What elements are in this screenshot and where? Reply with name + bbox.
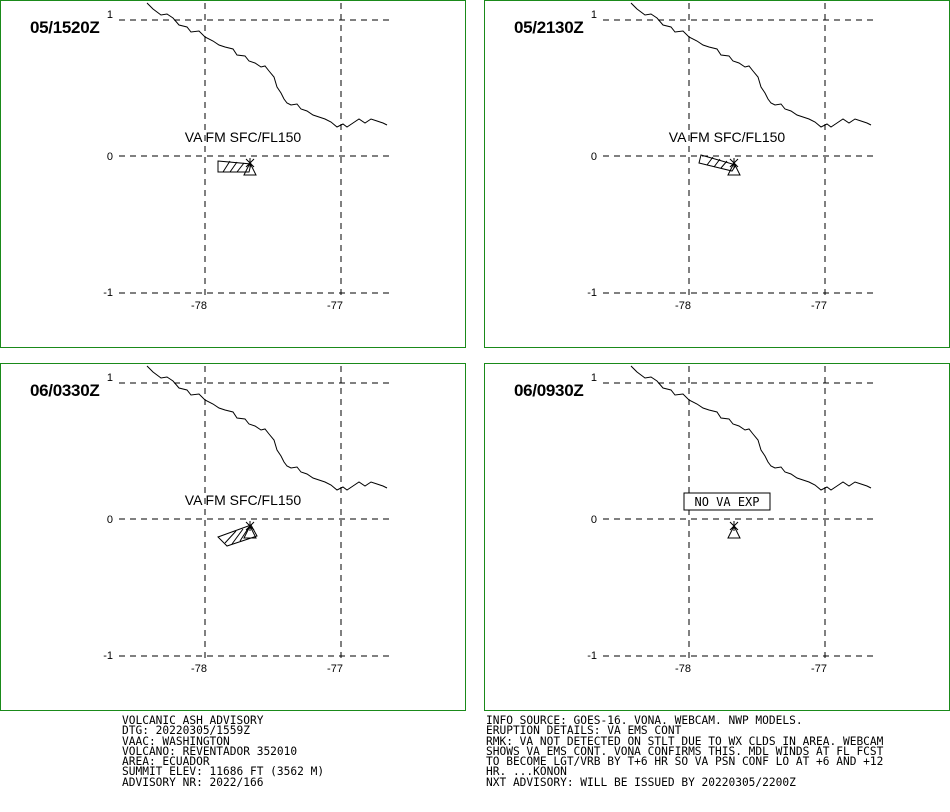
advisory-line: AREA: ECUADOR — [122, 755, 210, 769]
status-box-label: NO VA EXP — [694, 495, 759, 509]
advisory-line: RMK: VA NOT DETECTED ON STLT DUE TO WX C… — [486, 734, 884, 748]
longitude-label: -78 — [675, 663, 691, 675]
latitude-label: 0 — [107, 514, 113, 526]
longitude-label: -77 — [327, 663, 343, 675]
advisory-remarks-text: INFO SOURCE: GOES-16. VONA. WEBCAM. NWP … — [486, 714, 884, 789]
advisory-line: SUMMIT ELEV: 11686 FT (3562 M) — [122, 765, 325, 779]
ash-altitude-label: VA FM SFC/FL150 — [185, 129, 302, 145]
coastline — [146, 2, 388, 128]
advisory-line: ERUPTION DETAILS: VA EMS CONT — [486, 724, 682, 738]
coastline — [630, 365, 872, 491]
forecast-panel-4: 1 0 -1 -78 -77 NO VA EXP 06/0930Z — [484, 363, 950, 711]
advisory-line: VOLCANO: REVENTADOR 352010 — [122, 744, 298, 758]
latitude-label: 1 — [591, 372, 597, 384]
forecast-panel-2: 1 0 -1 -78 -77 VA FM SFC/FL150 05/2130Z — [484, 0, 950, 348]
volcano-icon — [727, 521, 741, 539]
advisory-line: HR. ...KONON — [486, 765, 567, 779]
status-box: NO VA EXP — [683, 492, 771, 511]
latitude-label: 1 — [107, 9, 113, 21]
coastline — [146, 365, 388, 491]
graticule — [119, 366, 389, 660]
advisory-line: ADVISORY NR: 2022/166 — [122, 775, 264, 789]
ash-cloud-polygon — [217, 524, 258, 547]
forecast-time-label: 05/2130Z — [514, 18, 584, 37]
volcano-icon — [727, 158, 741, 176]
latitude-label: -1 — [587, 650, 597, 662]
map-canvas: 1 0 -1 -78 -77 VA FM SFC/FL150 — [587, 2, 873, 312]
latitude-label: -1 — [587, 287, 597, 299]
latitude-label: 0 — [591, 151, 597, 163]
latitude-label: -1 — [103, 287, 113, 299]
latitude-label: 0 — [591, 514, 597, 526]
latitude-label: 1 — [107, 372, 113, 384]
coastline — [630, 2, 872, 128]
longitude-label: -78 — [675, 300, 691, 312]
advisory-line: INFO SOURCE: GOES-16. VONA. WEBCAM. NWP … — [486, 714, 803, 727]
longitude-label: -77 — [811, 300, 827, 312]
ash-cloud-polygon — [217, 160, 252, 173]
longitude-label: -77 — [811, 663, 827, 675]
forecast-time-label: 06/0930Z — [514, 381, 584, 400]
ash-cloud-polygon — [698, 154, 737, 172]
forecast-time-label: 05/1520Z — [30, 18, 100, 37]
forecast-panel-3: 1 0 -1 -78 -77 VA FM SFC/FL150 06/0330Z — [0, 363, 466, 711]
forecast-time-label: 06/0330Z — [30, 381, 100, 400]
graticule — [603, 3, 873, 297]
latitude-label: 0 — [107, 151, 113, 163]
advisory-header-text: VOLCANIC ASH ADVISORY DTG: 20220305/1559Z… — [122, 714, 325, 789]
forecast-panel-1: 1 0 -1 -78 -77 VA FM SFC/FL150 05/1520Z — [0, 0, 466, 348]
ash-altitude-label: VA FM SFC/FL150 — [669, 129, 786, 145]
graticule — [603, 366, 873, 660]
advisory-line: TO BECOME LGT/VRB BY T+6 HR SO VA PSN CO… — [486, 755, 884, 769]
advisory-line: SHOWS VA EMS CONT. VONA CONFIRMS THIS. M… — [486, 744, 884, 758]
advisory-line: VAAC: WASHINGTON — [122, 734, 230, 748]
ash-altitude-label: VA FM SFC/FL150 — [185, 492, 302, 508]
map-canvas: 1 0 -1 -78 -77 VA FM SFC/FL150 — [103, 2, 389, 312]
advisory-line: NXT ADVISORY: WILL BE ISSUED BY 20220305… — [486, 775, 796, 789]
advisory-line: VOLCANIC ASH ADVISORY — [122, 714, 264, 727]
volcano-icon — [243, 521, 257, 539]
latitude-label: -1 — [103, 650, 113, 662]
map-canvas: 1 0 -1 -78 -77 VA FM SFC/FL150 — [103, 365, 389, 675]
longitude-label: -78 — [191, 663, 207, 675]
longitude-label: -78 — [191, 300, 207, 312]
map-canvas: 1 0 -1 -78 -77 NO VA EXP — [587, 365, 873, 675]
latitude-label: 1 — [591, 9, 597, 21]
graticule — [119, 3, 389, 297]
longitude-label: -77 — [327, 300, 343, 312]
advisory-line: DTG: 20220305/1559Z — [122, 724, 250, 738]
